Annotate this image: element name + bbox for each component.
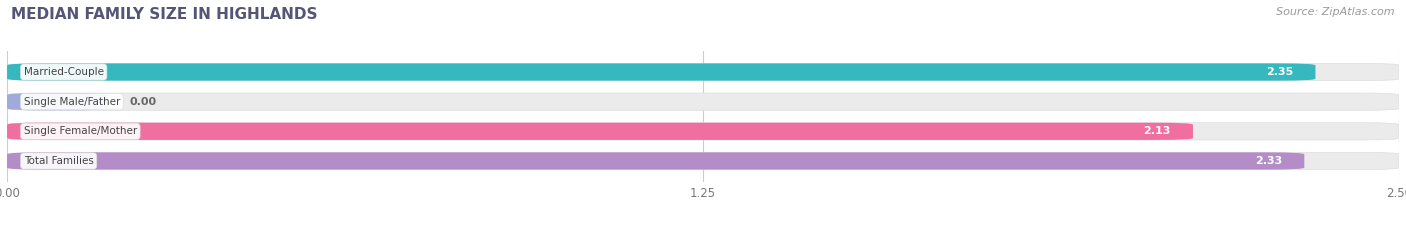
Text: 2.35: 2.35 bbox=[1265, 67, 1294, 77]
FancyBboxPatch shape bbox=[7, 93, 107, 110]
FancyBboxPatch shape bbox=[7, 152, 1305, 170]
FancyBboxPatch shape bbox=[7, 63, 1399, 81]
Text: 2.13: 2.13 bbox=[1143, 126, 1171, 136]
FancyBboxPatch shape bbox=[7, 123, 1192, 140]
Text: Source: ZipAtlas.com: Source: ZipAtlas.com bbox=[1277, 7, 1395, 17]
Text: Total Families: Total Families bbox=[24, 156, 94, 166]
FancyBboxPatch shape bbox=[7, 152, 1399, 170]
FancyBboxPatch shape bbox=[7, 123, 1399, 140]
Text: 2.33: 2.33 bbox=[1254, 156, 1282, 166]
FancyBboxPatch shape bbox=[7, 63, 1316, 81]
Text: Single Male/Father: Single Male/Father bbox=[24, 97, 120, 107]
Text: Married-Couple: Married-Couple bbox=[24, 67, 104, 77]
Text: MEDIAN FAMILY SIZE IN HIGHLANDS: MEDIAN FAMILY SIZE IN HIGHLANDS bbox=[11, 7, 318, 22]
Text: Single Female/Mother: Single Female/Mother bbox=[24, 126, 136, 136]
FancyBboxPatch shape bbox=[7, 93, 1399, 110]
Text: 0.00: 0.00 bbox=[129, 97, 156, 107]
